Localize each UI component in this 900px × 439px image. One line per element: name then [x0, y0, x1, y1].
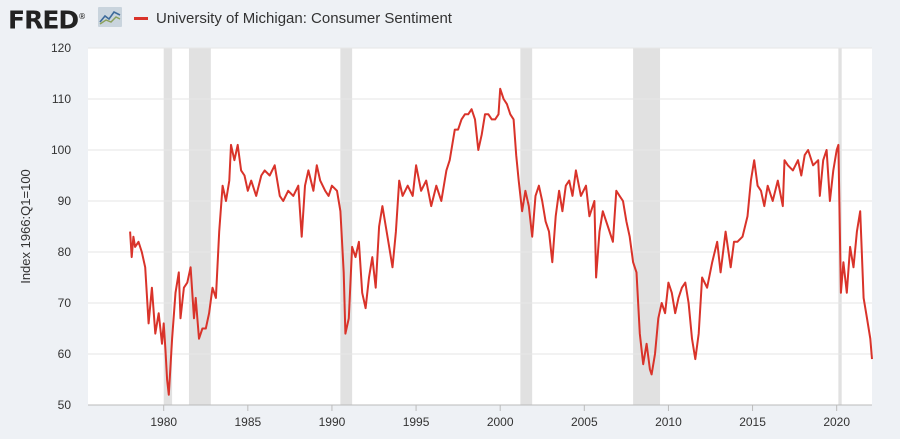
x-tick-label-2000: 2000	[487, 415, 514, 429]
x-tick-label-2020: 2020	[823, 415, 850, 429]
y-tick-label-80: 80	[58, 245, 72, 259]
chart-header: FRED® University of Michigan: Consumer S…	[0, 0, 900, 38]
y-tick-label-70: 70	[58, 296, 72, 310]
series-line-consumer-sentiment[interactable]	[129, 87, 873, 396]
recession-band-3	[520, 48, 533, 405]
registered-mark: ®	[78, 12, 86, 21]
x-axis: 1980 1985 1990 1995 2000 2005 2010 2015 2020	[150, 405, 850, 429]
fred-logo[interactable]: FRED®	[8, 3, 86, 35]
y-axis-title: Index 1966:Q1=100	[18, 169, 33, 284]
x-tick-label-2015: 2015	[739, 415, 766, 429]
y-tick-label-60: 60	[58, 347, 72, 361]
recession-band-1	[188, 48, 211, 405]
x-tick-label-2005: 2005	[571, 415, 598, 429]
y-tick-label-90: 90	[58, 194, 72, 208]
x-tick-label-1985: 1985	[234, 415, 261, 429]
y-tick-label-50: 50	[58, 398, 72, 412]
fred-logo-text: FRED	[8, 5, 79, 35]
x-tick-label-1980: 1980	[150, 415, 177, 429]
chart-legend[interactable]: University of Michigan: Consumer Sentime…	[134, 8, 452, 28]
recession-band-0	[163, 48, 173, 405]
fred-chart-icon	[98, 7, 122, 27]
y-tick-label-110: 110	[52, 92, 71, 106]
x-tick-label-1990: 1990	[319, 415, 346, 429]
y-tick-label-100: 100	[51, 143, 71, 157]
legend-label: University of Michigan: Consumer Sentime…	[156, 9, 452, 27]
x-tick-label-2010: 2010	[655, 415, 682, 429]
legend-swatch	[134, 16, 148, 20]
recession-band-2	[340, 48, 353, 405]
y-tick-label-120: 120	[51, 41, 71, 55]
x-tick-label-1995: 1995	[403, 415, 430, 429]
y-axis: 50 60 70 80 90 100 110 120	[51, 41, 71, 412]
